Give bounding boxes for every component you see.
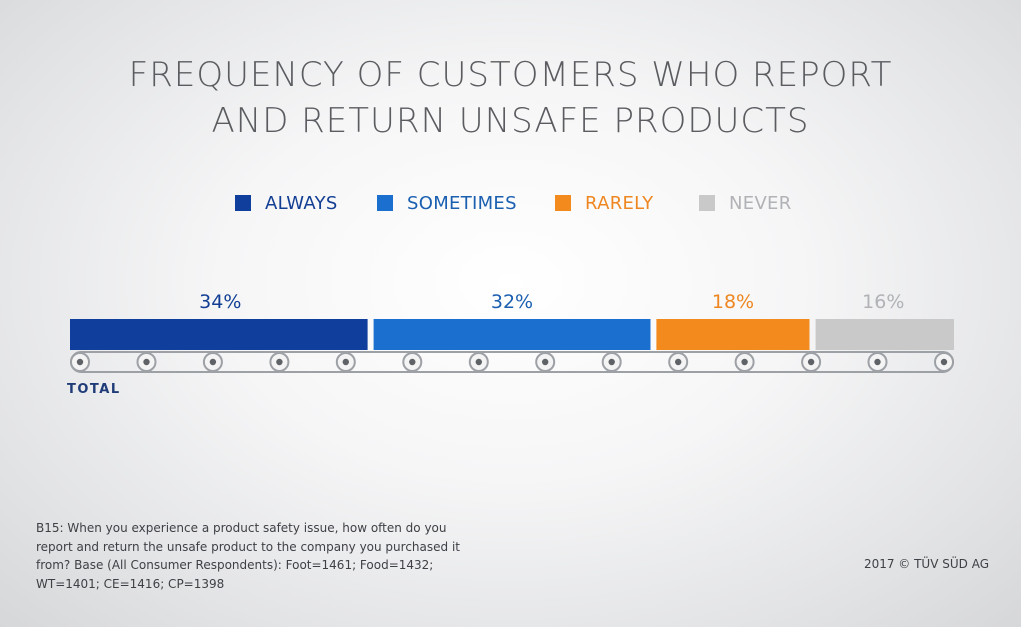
chart-title: FREQUENCY OF CUSTOMERS WHO REPORT AND RE… <box>0 52 1021 144</box>
data-label-never: 16% <box>862 291 904 313</box>
category-label: TOTAL <box>67 382 121 397</box>
data-label-rarely: 18% <box>712 291 754 313</box>
conveyor-roller-hub <box>542 358 549 366</box>
conveyor-roller-hub <box>76 358 84 366</box>
legend-swatch-rarely <box>555 195 571 211</box>
conveyor-roller-hub <box>874 358 881 366</box>
conveyor-roller-hub <box>209 358 217 366</box>
legend-swatch-never <box>699 195 715 211</box>
legend-item-never: NEVER <box>699 190 792 216</box>
legend-item-always: ALWAYS <box>235 190 338 216</box>
legend-item-sometimes: SOMETIMES <box>377 190 517 216</box>
conveyor-roller-hub <box>409 358 416 366</box>
conveyor-roller-hub <box>143 358 150 366</box>
legend-label-always: ALWAYS <box>265 192 338 214</box>
data-label-always: 34% <box>199 291 241 313</box>
conveyor-roller-hub <box>940 358 948 366</box>
conveyor-roller-hub <box>675 358 682 366</box>
chart-title-line-1: FREQUENCY OF CUSTOMERS WHO REPORT <box>128 55 893 95</box>
bar-segment-never <box>815 319 954 350</box>
bar-segment-always <box>70 319 368 350</box>
chart-legend: ALWAYS SOMETIMES RARELY NEVER <box>0 190 1021 216</box>
bar-segment-sometimes <box>373 319 651 350</box>
legend-item-rarely: RARELY <box>555 190 653 216</box>
conveyor-roller-hub <box>741 358 748 366</box>
chart-title-line-2: AND RETURN UNSAFE PRODUCTS <box>211 101 810 141</box>
conveyor-roller-hub <box>807 358 815 366</box>
conveyor-roller-hub <box>608 358 615 366</box>
legend-label-never: NEVER <box>729 192 792 214</box>
footnote: B15: When you experience a product safet… <box>36 521 460 591</box>
legend-swatch-sometimes <box>377 195 393 211</box>
bar-segment-rarely <box>656 319 810 350</box>
data-label-sometimes: 32% <box>491 291 533 313</box>
legend-label-rarely: RARELY <box>585 192 654 214</box>
legend-swatch-always <box>235 195 251 211</box>
copyright: 2017 © TÜV SÜD AG <box>863 557 989 571</box>
conveyor-roller-hub <box>342 358 349 366</box>
conveyor-roller-hub <box>276 358 283 366</box>
legend-label-sometimes: SOMETIMES <box>407 192 517 214</box>
conveyor-roller-hub <box>475 358 482 366</box>
